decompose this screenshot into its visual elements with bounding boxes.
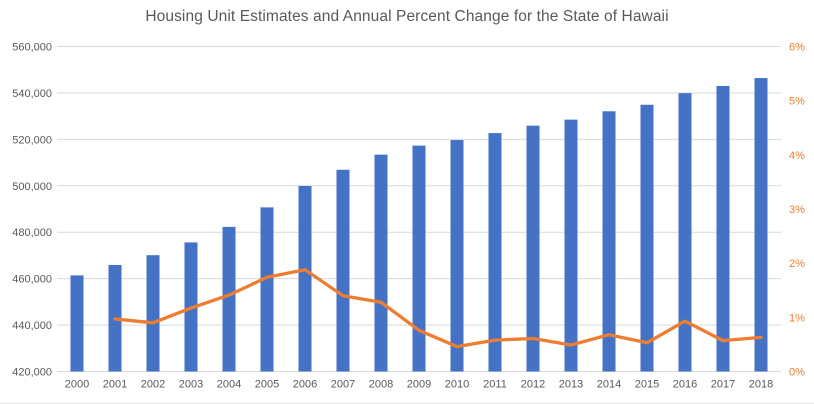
y-axis-right-tick-label: 0% [789, 367, 805, 379]
x-axis-tick-label: 2017 [711, 379, 735, 391]
y-axis-right-tick-label: 1% [789, 312, 805, 324]
bar-2014 [602, 111, 616, 372]
bar-2009 [412, 145, 426, 372]
bar-2010 [450, 140, 464, 372]
x-axis-tick-label: 2006 [293, 379, 317, 391]
x-axis-tick-label: 2000 [65, 379, 89, 391]
y-axis-left-tick-label: 420,000 [12, 367, 52, 379]
x-axis-tick-label: 2002 [141, 379, 165, 391]
chart-title: Housing Unit Estimates and Annual Percen… [145, 8, 669, 25]
bar-2008 [374, 154, 388, 372]
bar-2005 [260, 207, 274, 372]
x-axis-tick-label: 2018 [749, 379, 773, 391]
y-axis-right-tick-label: 6% [789, 42, 805, 54]
bar-2007 [336, 169, 350, 372]
bar-2002 [146, 255, 160, 372]
bar-2000 [70, 275, 84, 372]
y-axis-left-tick-label: 520,000 [12, 134, 52, 146]
bar-2018 [754, 78, 768, 372]
bar-2015 [640, 104, 654, 372]
x-axis-tick-label: 2010 [445, 379, 469, 391]
bar-2013 [564, 119, 578, 372]
x-axis-tick-label: 2012 [521, 379, 545, 391]
x-axis-tick-label: 2008 [369, 379, 393, 391]
percent-change-line [113, 268, 763, 349]
bar-2011 [488, 133, 502, 372]
bar-2012 [526, 125, 540, 372]
y-axis-left-tick-label: 540,000 [12, 88, 52, 100]
y-axis-left-tick-label: 460,000 [12, 274, 52, 286]
x-axis-tick-label: 2011 [483, 379, 507, 391]
x-axis-tick-label: 2004 [217, 379, 241, 391]
y-axis-left-tick-label: 440,000 [12, 320, 52, 332]
x-axis-tick-label: 2014 [597, 379, 621, 391]
x-axis-tick-label: 2003 [179, 379, 203, 391]
y-axis-left-tick-label: 480,000 [12, 227, 52, 239]
x-axis-tick-label: 2001 [103, 379, 127, 391]
y-axis-right-tick-label: 4% [789, 150, 805, 162]
x-axis-tick-label: 2013 [559, 379, 583, 391]
y-axis-left-tick-label: 500,000 [12, 181, 52, 193]
y-axis-right-tick-label: 2% [789, 258, 805, 270]
y-axis-right-tick-label: 3% [789, 204, 805, 216]
y-axis-left-tick-label: 560,000 [12, 42, 52, 54]
x-axis-tick-label: 2009 [407, 379, 431, 391]
bar-2016 [678, 93, 692, 372]
x-axis-tick-label: 2005 [255, 379, 279, 391]
bar-2006 [298, 186, 312, 372]
bar-2017 [716, 85, 730, 372]
x-axis-tick-label: 2015 [635, 379, 659, 391]
bar-2004 [222, 226, 236, 372]
x-axis-tick-label: 2007 [331, 379, 355, 391]
y-axis-right-tick-label: 5% [789, 96, 805, 108]
x-axis-tick-label: 2016 [673, 379, 697, 391]
